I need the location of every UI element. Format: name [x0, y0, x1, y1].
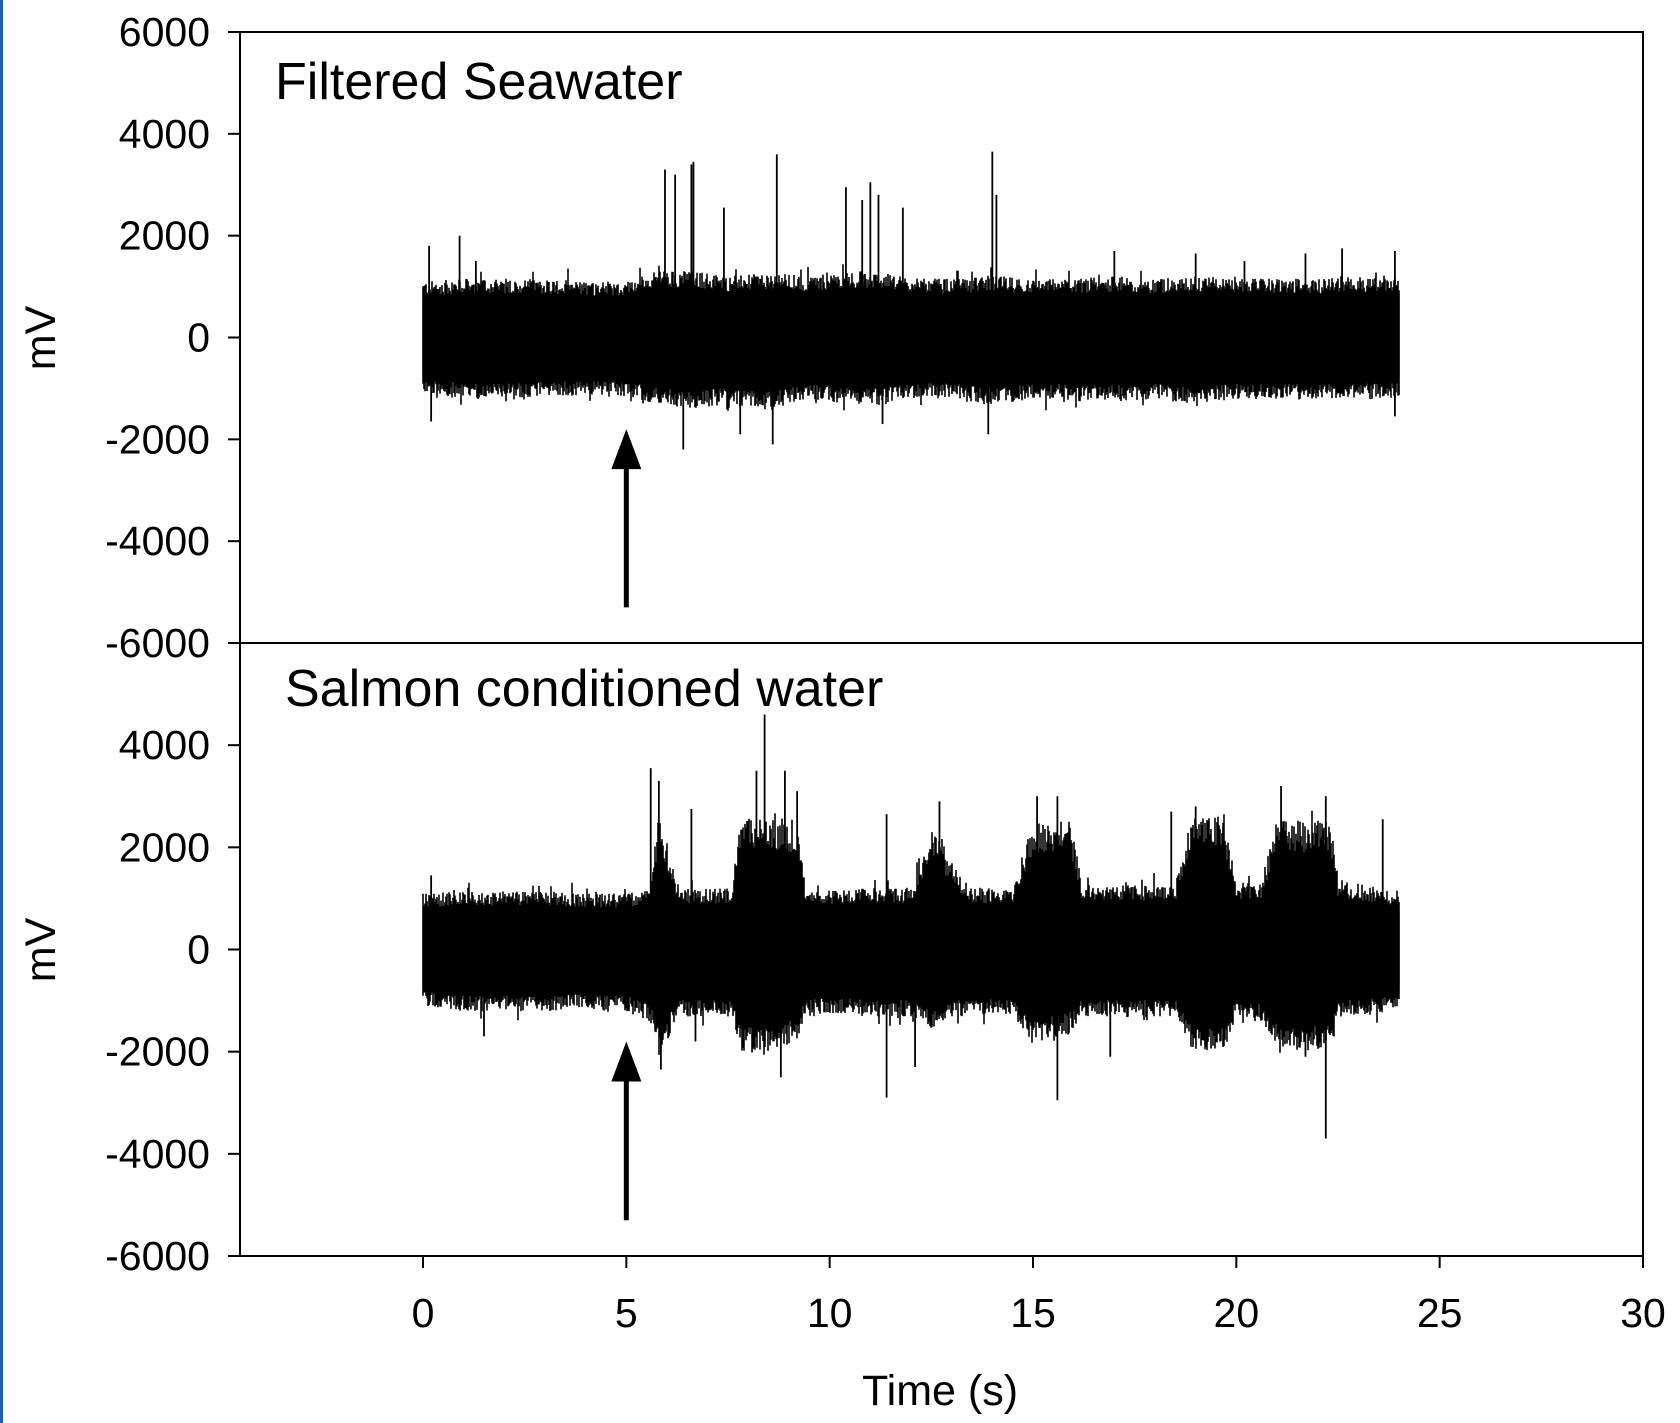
signal-core — [422, 857, 1400, 1020]
y-tick-label: 4000 — [119, 722, 210, 768]
y-tick-label: 6000 — [119, 9, 210, 55]
y-tick-label: -2000 — [105, 1029, 210, 1075]
y-axis-title-bottom: mV — [17, 917, 65, 982]
stimulus-arrow-head — [611, 429, 642, 470]
x-tick-label: 20 — [1214, 1290, 1260, 1336]
y-tick-label: 2000 — [119, 213, 210, 259]
panel-filtered-seawater: Filtered Seawater 6000 4000 2000 0 -2000 -400… — [105, 9, 1644, 666]
y-tick-label: -6000 — [105, 1233, 210, 1279]
y-tick-label: -4000 — [105, 518, 210, 564]
panel-title-filtered-seawater: Filtered Seawater — [275, 53, 683, 111]
y-tick-label: 0 — [187, 927, 210, 973]
x-tick-label: 30 — [1620, 1290, 1666, 1336]
y-tick-label: 2000 — [119, 824, 210, 870]
x-tick-label: 0 — [412, 1290, 435, 1336]
left-edge-bar — [0, 0, 3, 1423]
y-tick-label: -4000 — [105, 1131, 210, 1177]
y-tick-label: -2000 — [105, 416, 210, 462]
y-axis-title-top: mV — [17, 305, 65, 370]
panel-title-salmon-conditioned-water: Salmon conditioned water — [285, 660, 883, 718]
stimulus-arrow-head — [611, 1041, 642, 1082]
x-axis-title: Time (s) — [862, 1367, 1018, 1415]
signal-core — [422, 293, 1400, 386]
x-tick-label: 5 — [615, 1290, 638, 1336]
x-tick-label: 15 — [1010, 1290, 1056, 1336]
x-tick-label: 10 — [807, 1290, 853, 1336]
y-tick-label: 0 — [187, 315, 210, 361]
x-tick-label: 25 — [1417, 1290, 1463, 1336]
y-tick-label: 4000 — [119, 111, 210, 157]
y-tick-label: -6000 — [105, 620, 210, 666]
panel-salmon-conditioned-water: Salmon conditioned water 4000 2000 0 -2000 -… — [105, 642, 1666, 1336]
